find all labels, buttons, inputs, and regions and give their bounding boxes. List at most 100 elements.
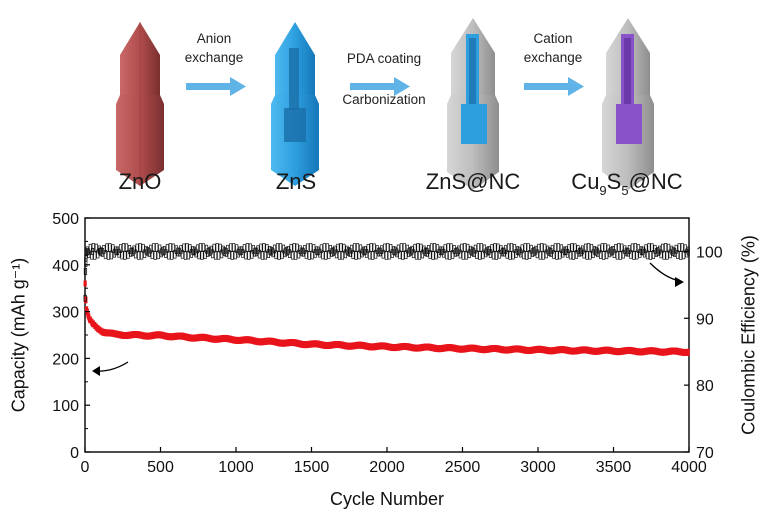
ce-point [463, 243, 467, 252]
x-tick-label: 2000 [369, 459, 405, 476]
coulombic-efficiency-series [83, 243, 690, 302]
y-tick-label-left: 400 [52, 258, 79, 275]
step-3-line-1: Cation [533, 31, 573, 46]
ce-point [633, 243, 637, 252]
ce-point [183, 251, 187, 260]
x-tick-label: 1000 [218, 459, 254, 476]
ce-point [337, 250, 341, 260]
x-tick-label: 0 [81, 459, 90, 476]
capacity-series [83, 280, 690, 357]
ce-point [245, 243, 249, 252]
y-tick-label-left: 300 [52, 305, 79, 322]
y-tick-label-left: 200 [52, 351, 79, 368]
zns-nc-rod-illustration [447, 18, 499, 190]
ce-point [618, 250, 622, 260]
ce-point [479, 243, 483, 252]
ce-point [155, 243, 159, 252]
ce-point [510, 243, 514, 252]
cu9s5-mid: S [606, 169, 622, 194]
ce-point [371, 251, 375, 260]
ce-point [354, 251, 358, 260]
step-1-line-2: exchange [184, 50, 244, 65]
step-2-label: PDA coating Carbonization [342, 49, 425, 109]
x-tick-label: 3000 [520, 459, 556, 476]
ce-point [123, 251, 127, 260]
cu9s5-prefix: Cu [571, 169, 600, 194]
step-arrow-2 [350, 77, 410, 96]
cu9s5-sub-2: 5 [621, 183, 629, 198]
ce-point [339, 243, 343, 252]
ce-point [356, 243, 360, 252]
step-arrow-3 [524, 77, 584, 96]
ce-point [647, 243, 651, 252]
y-tick-label-left: 0 [70, 445, 79, 462]
ce-early-point [83, 268, 88, 275]
ce-point [446, 243, 450, 252]
ce-point [369, 243, 373, 252]
step-1-line-1: Anion [196, 31, 232, 46]
capacity-early-point [84, 306, 89, 313]
ce-point [433, 243, 437, 252]
step-arrow-1 [186, 77, 246, 96]
ce-point [541, 250, 545, 260]
ce-point [556, 243, 560, 252]
ce-point [292, 243, 296, 252]
ce-point [294, 250, 298, 260]
sample-label-zns-nc: ZnS@NC [425, 169, 521, 194]
ce-point [260, 250, 264, 260]
y-tick-label-right: 70 [696, 445, 714, 462]
ce-axis-arrowhead [675, 277, 684, 287]
ce-early-point [90, 248, 95, 255]
y-tick-label-right: 100 [696, 244, 723, 261]
x-axis-title: Cycle Number [329, 489, 445, 509]
ce-point [277, 251, 281, 260]
step-2-line-2: Carbonization [342, 92, 426, 107]
ce-point [664, 243, 668, 252]
ce-point [679, 251, 683, 260]
capacity-early-point [87, 316, 92, 323]
capacity-axis-arrow [95, 361, 129, 372]
ce-point [386, 243, 390, 252]
ce-point [525, 251, 529, 260]
y-tick-label-right: 80 [696, 378, 714, 395]
ce-point [555, 251, 559, 260]
cu9s5-suffix: @NC [628, 169, 683, 194]
zno-rod-illustration [116, 22, 164, 186]
ce-point [185, 243, 189, 252]
ce-point [587, 243, 591, 252]
ce-point [262, 243, 266, 252]
cu9s5-sub-1: 9 [599, 183, 607, 198]
ce-point [478, 251, 482, 260]
ce-point [416, 243, 420, 252]
ce-point [324, 251, 328, 260]
x-tick-label: 1500 [294, 459, 330, 476]
capacity-early-point [95, 324, 99, 331]
sample-label-zns: ZnS [275, 169, 317, 194]
capacity-axis-arrowhead [92, 366, 100, 376]
ce-point [84, 258, 88, 267]
y-tick-label-right: 90 [696, 311, 714, 328]
ce-point [508, 251, 512, 260]
sample-label-zno: ZnO [118, 169, 162, 194]
sample-label-cu9s5-nc: Cu9S5@NC [571, 169, 683, 198]
ce-point [523, 243, 527, 252]
capacity-early-point [86, 312, 90, 319]
ce-point [168, 243, 172, 252]
ce-point [494, 251, 499, 260]
ce-point [307, 251, 311, 260]
ce-point [384, 251, 388, 260]
capacity-early-point [101, 328, 105, 335]
ce-point [571, 251, 576, 260]
ce-point [198, 243, 203, 252]
synthesis-schematic [116, 18, 654, 190]
ce-point [309, 243, 313, 252]
y-tick-label-left: 500 [52, 211, 79, 228]
x-tick-label: 3500 [596, 459, 632, 476]
ce-point [461, 250, 465, 260]
ce-point [401, 251, 405, 260]
step-1-label: Anion exchange [185, 29, 244, 67]
capacity-point [686, 348, 690, 356]
y-axis-title-left: Capacity (mAh g⁻¹) [8, 257, 29, 413]
ce-point [448, 251, 452, 260]
ce-point [570, 243, 574, 252]
